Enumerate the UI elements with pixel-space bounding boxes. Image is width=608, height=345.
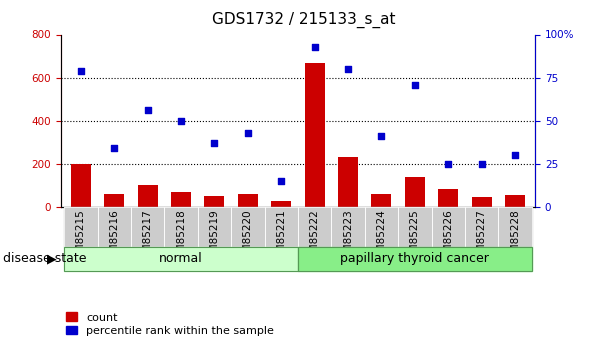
Bar	[298, 247, 532, 271]
Text: ▶: ▶	[47, 252, 57, 265]
Text: GSM85224: GSM85224	[376, 209, 387, 266]
Text: GSM85221: GSM85221	[276, 209, 286, 266]
Point	[243, 130, 253, 136]
Bar	[171, 192, 191, 207]
Bar	[204, 196, 224, 207]
Bar	[131, 207, 164, 247]
Point	[143, 108, 153, 113]
Legend: count, percentile rank within the sample: count, percentile rank within the sample	[66, 313, 274, 336]
Bar	[465, 207, 499, 247]
Bar	[405, 177, 425, 207]
Bar	[499, 207, 532, 247]
Bar	[64, 207, 97, 247]
Point	[343, 66, 353, 72]
Text: papillary thyroid cancer: papillary thyroid cancer	[340, 252, 489, 265]
Bar	[398, 207, 432, 247]
Bar	[472, 197, 492, 207]
Bar	[438, 189, 458, 207]
Bar	[97, 207, 131, 247]
Bar	[164, 207, 198, 247]
Point	[76, 68, 86, 73]
Bar	[298, 207, 331, 247]
Bar	[71, 164, 91, 207]
Bar	[64, 207, 97, 247]
Text: GSM85225: GSM85225	[410, 209, 420, 266]
Bar	[371, 194, 392, 207]
Text: GSM85216: GSM85216	[109, 209, 119, 266]
Bar	[137, 186, 157, 207]
Text: normal: normal	[159, 252, 203, 265]
Bar	[231, 207, 264, 247]
Bar	[331, 207, 365, 247]
Bar	[365, 207, 398, 247]
Bar	[264, 207, 298, 247]
Bar	[64, 247, 298, 271]
Bar	[298, 247, 532, 271]
Point	[477, 161, 486, 167]
Bar	[499, 207, 532, 247]
Point	[210, 140, 219, 146]
Bar	[271, 200, 291, 207]
Bar	[338, 157, 358, 207]
Bar	[104, 194, 124, 207]
Bar	[198, 207, 231, 247]
Text: GSM85227: GSM85227	[477, 209, 486, 266]
Point	[109, 146, 119, 151]
Bar	[298, 207, 331, 247]
Text: disease state: disease state	[3, 252, 86, 265]
Point	[176, 118, 186, 124]
Text: GSM85228: GSM85228	[510, 209, 520, 266]
Bar	[505, 195, 525, 207]
Point	[410, 82, 420, 87]
Bar	[198, 207, 231, 247]
Bar	[465, 207, 499, 247]
Bar	[164, 207, 198, 247]
Point	[376, 134, 386, 139]
Point	[277, 178, 286, 184]
Text: GSM85222: GSM85222	[309, 209, 320, 266]
Bar	[231, 207, 264, 247]
Bar	[238, 194, 258, 207]
Text: GSM85223: GSM85223	[343, 209, 353, 266]
Text: GSM85226: GSM85226	[443, 209, 453, 266]
Bar	[97, 207, 131, 247]
Bar	[432, 207, 465, 247]
Text: GSM85220: GSM85220	[243, 209, 253, 266]
Bar	[432, 207, 465, 247]
Point	[443, 161, 453, 167]
Bar	[365, 207, 398, 247]
Text: GDS1732 / 215133_s_at: GDS1732 / 215133_s_at	[212, 12, 396, 28]
Text: GSM85218: GSM85218	[176, 209, 186, 266]
Bar	[131, 207, 164, 247]
Text: GSM85215: GSM85215	[76, 209, 86, 266]
Bar	[398, 207, 432, 247]
Bar	[331, 207, 365, 247]
Point	[510, 152, 520, 158]
Point	[309, 44, 319, 49]
Bar	[264, 207, 298, 247]
Text: GSM85219: GSM85219	[209, 209, 219, 266]
Bar	[64, 247, 298, 271]
Text: GSM85217: GSM85217	[143, 209, 153, 266]
Bar	[305, 62, 325, 207]
